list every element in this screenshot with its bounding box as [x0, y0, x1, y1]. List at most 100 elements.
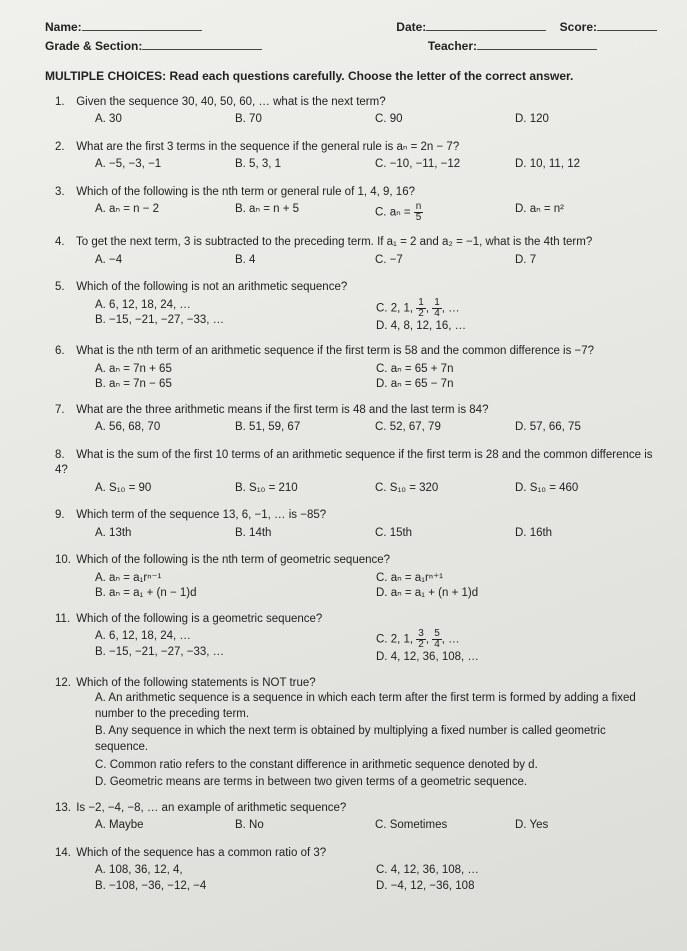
q9-opt-b: B. 14th [235, 526, 375, 542]
q8-opt-c: C. S₁₀ = 320 [375, 481, 515, 497]
q13-opt-b: B. No [235, 818, 375, 834]
date-field: Date: Score: [396, 18, 657, 35]
q2-opt-a: A. −5, −3, −1 [95, 157, 235, 173]
name-label: Name: [45, 20, 82, 34]
section-title: MULTIPLE CHOICES: Read each questions ca… [45, 68, 657, 84]
q5-opt-c-pre: C. 2, 1, [376, 302, 416, 314]
q3-opt-a: A. aₙ = n − 2 [95, 202, 235, 223]
question-1: 1. Given the sequence 30, 40, 50, 60, … … [55, 95, 657, 130]
q4-opt-d: D. 7 [515, 253, 655, 269]
q7-opt-a: A. 56, 68, 70 [95, 420, 235, 436]
q8-opt-d: D. S₁₀ = 460 [515, 481, 655, 497]
name-field: Name: [45, 18, 202, 35]
question-3: 3. Which of the following is the nth ter… [55, 185, 657, 226]
q3-opt-b: B. aₙ = n + 5 [235, 202, 375, 223]
grade-field: Grade & Section: [45, 37, 262, 54]
q5-num: 5. [55, 280, 73, 296]
q9-opt-a: A. 13th [95, 526, 235, 542]
q1-opt-b: B. 70 [235, 112, 375, 128]
q2-opt-b: B. 5, 3, 1 [235, 157, 375, 173]
q6-opt-c: C. aₙ = 65 + 7n [376, 362, 657, 378]
q12-num: 12. [55, 676, 73, 692]
q3-text: Which of the following is the nth term o… [76, 186, 415, 198]
q7-opt-d: D. 57, 66, 75 [515, 420, 655, 436]
question-14: 14. Which of the sequence has a common r… [55, 846, 657, 895]
q12-opt-c: C. Common ratio refers to the constant d… [95, 758, 657, 774]
question-5: 5. Which of the following is not an arit… [55, 280, 657, 334]
worksheet-paper: Name: Date: Score: Grade & Section: Teac… [0, 0, 687, 951]
q4-opt-a: A. −4 [95, 253, 235, 269]
date-label: Date: [396, 20, 426, 34]
q5-text: Which of the following is not an arithme… [76, 281, 347, 293]
teacher-label: Teacher: [428, 39, 477, 53]
q11-opt-a: A. 6, 12, 18, 24, … [95, 629, 376, 645]
q6-num: 6. [55, 344, 73, 360]
q10-num: 10. [55, 553, 73, 569]
q7-opt-c: C. 52, 67, 79 [375, 420, 515, 436]
question-9: 9. Which term of the sequence 13, 6, −1,… [55, 508, 657, 543]
q11-opt-c-post: , … [442, 634, 460, 646]
q3-opt-c-pre: C. aₙ = [375, 207, 414, 219]
q10-opt-b: B. aₙ = a₁ + (n − 1)d [95, 586, 376, 602]
q7-opt-b: B. 51, 59, 67 [235, 420, 375, 436]
question-12: 12. Which of the following statements is… [55, 676, 657, 791]
header-row-2: Grade & Section: Teacher: [45, 37, 657, 54]
q7-num: 7. [55, 403, 73, 419]
q13-num: 13. [55, 801, 73, 817]
q2-num: 2. [55, 140, 73, 156]
q14-opt-b: B. −108, −36, −12, −4 [95, 879, 376, 895]
score-label: Score: [560, 20, 597, 34]
q9-opt-d: D. 16th [515, 526, 655, 542]
q14-opt-c: C. 4, 12, 36, 108, … [376, 863, 657, 879]
q4-text: To get the next term, 3 is subtracted to… [76, 236, 592, 248]
teacher-field: Teacher: [428, 37, 597, 54]
q13-opt-a: A. Maybe [95, 818, 235, 834]
q8-opt-b: B. S₁₀ = 210 [235, 481, 375, 497]
q14-opt-a: A. 108, 36, 12, 4, [95, 863, 376, 879]
q6-opt-a: A. aₙ = 7n + 65 [95, 362, 376, 378]
question-13: 13. Is −2, −4, −8, … an example of arith… [55, 801, 657, 836]
q8-opt-a: A. S₁₀ = 90 [95, 481, 235, 497]
q5-opt-c-post: , … [442, 302, 460, 314]
q13-opt-d: D. Yes [515, 818, 655, 834]
q1-opt-c: C. 90 [375, 112, 515, 128]
q11-num: 11. [55, 612, 73, 628]
q14-num: 14. [55, 846, 73, 862]
q8-text: What is the sum of the first 10 terms of… [55, 449, 653, 477]
q6-text: What is the nth term of an arithmetic se… [76, 345, 594, 357]
q11-opt-c: C. 2, 1, 32, 54, … [376, 629, 657, 650]
q4-opt-b: B. 4 [235, 253, 375, 269]
q12-opt-d: D. Geometric means are terms in between … [95, 775, 657, 791]
q5-opt-d: D. 4, 8, 12, 16, … [376, 319, 657, 335]
q9-text: Which term of the sequence 13, 6, −1, … … [76, 509, 326, 521]
header-row-1: Name: Date: Score: [45, 18, 657, 35]
q5-opt-a: A. 6, 12, 18, 24, … [95, 298, 376, 314]
q1-text: Given the sequence 30, 40, 50, 60, … wha… [76, 96, 385, 108]
q6-opt-d: D. aₙ = 65 − 7n [376, 377, 657, 393]
q3-num: 3. [55, 185, 73, 201]
q3-opt-c: C. aₙ = n5 [375, 202, 515, 223]
question-2: 2. What are the first 3 terms in the seq… [55, 140, 657, 175]
q8-num: 8. [55, 448, 73, 464]
q13-text: Is −2, −4, −8, … an example of arithmeti… [76, 802, 346, 814]
q14-opt-d: D. −4, 12, −36, 108 [376, 879, 657, 895]
q10-opt-d: D. aₙ = a₁ + (n + 1)d [376, 586, 657, 602]
q1-opt-d: D. 120 [515, 112, 655, 128]
q10-opt-c: C. aₙ = a₁rⁿ⁺¹ [376, 571, 657, 587]
q2-text: What are the first 3 terms in the sequen… [76, 141, 459, 153]
q13-opt-c: C. Sometimes [375, 818, 515, 834]
q10-opt-a: A. aₙ = a₁rⁿ⁻¹ [95, 571, 376, 587]
question-8: 8. What is the sum of the first 10 terms… [55, 448, 657, 499]
q4-num: 4. [55, 235, 73, 251]
q12-text: Which of the following statements is NOT… [76, 677, 315, 689]
q2-opt-d: D. 10, 11, 12 [515, 157, 655, 173]
q9-opt-c: C. 15th [375, 526, 515, 542]
q11-opt-d: D. 4, 12, 36, 108, … [376, 650, 657, 666]
q2-opt-c: C. −10, −11, −12 [375, 157, 515, 173]
q1-opt-a: A. 30 [95, 112, 235, 128]
grade-label: Grade & Section: [45, 39, 142, 53]
q4-opt-c: C. −7 [375, 253, 515, 269]
q12-opt-a: A. An arithmetic sequence is a sequence … [95, 691, 657, 722]
q14-text: Which of the sequence has a common ratio… [76, 847, 326, 859]
q12-opt-b: B. Any sequence in which the next term i… [95, 724, 657, 755]
